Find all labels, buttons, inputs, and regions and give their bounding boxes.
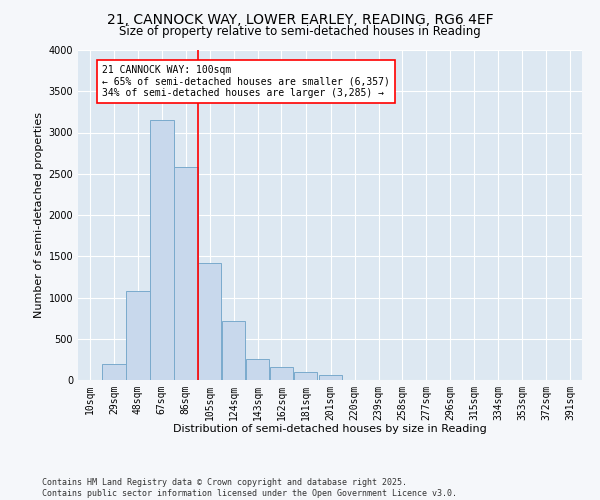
Y-axis label: Number of semi-detached properties: Number of semi-detached properties [34,112,44,318]
Bar [102,364,125,380]
Bar [198,263,221,380]
Bar [222,320,245,380]
Text: Contains HM Land Registry data © Crown copyright and database right 2025.
Contai: Contains HM Land Registry data © Crown c… [42,478,457,498]
Text: Size of property relative to semi-detached houses in Reading: Size of property relative to semi-detach… [119,25,481,38]
Bar [174,167,197,380]
X-axis label: Distribution of semi-detached houses by size in Reading: Distribution of semi-detached houses by … [173,424,487,434]
Bar [150,120,173,380]
Bar [270,367,293,380]
Bar [293,372,317,380]
Bar [319,374,343,380]
Bar [126,291,149,380]
Text: 21 CANNOCK WAY: 100sqm
← 65% of semi-detached houses are smaller (6,357)
34% of : 21 CANNOCK WAY: 100sqm ← 65% of semi-det… [102,65,390,98]
Text: 21, CANNOCK WAY, LOWER EARLEY, READING, RG6 4EF: 21, CANNOCK WAY, LOWER EARLEY, READING, … [107,12,493,26]
Bar [246,360,269,380]
